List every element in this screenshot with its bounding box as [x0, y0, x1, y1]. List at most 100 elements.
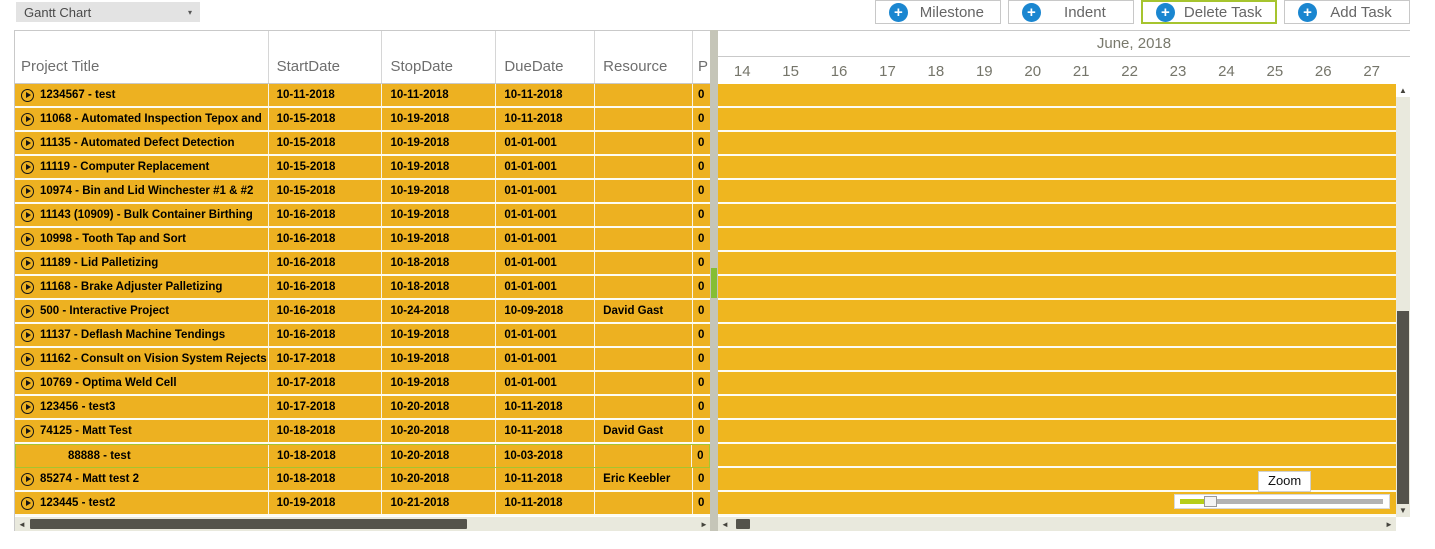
task-stopdate-cell: 10-20-2018 [382, 420, 497, 442]
zoom-slider-thumb[interactable] [1204, 496, 1217, 507]
task-title: 11168 - Brake Adjuster Palletizing [40, 281, 223, 293]
task-duedate-cell: 01-01-001 [496, 276, 596, 298]
task-row[interactable]: 1234567 - test 10-11-2018 10-11-2018 10-… [15, 84, 710, 108]
column-header-startdate[interactable]: StartDate [269, 31, 383, 83]
timeline-horizontal-scrollbar[interactable]: ◄ ► [718, 517, 1396, 531]
task-title-cell: 123456 - test3 [15, 396, 269, 418]
task-row[interactable]: 11135 - Automated Defect Detection 10-15… [15, 132, 710, 156]
expand-icon[interactable] [21, 232, 34, 246]
task-row[interactable]: 88888 - test 10-18-2018 10-20-2018 10-03… [15, 444, 710, 468]
task-progress-cell: 0 [698, 401, 705, 413]
expand-icon[interactable] [21, 424, 34, 438]
timeline-day-label: 17 [879, 62, 896, 80]
scrollbar-thumb[interactable] [736, 519, 750, 529]
task-progress-cell: 0 [698, 497, 705, 509]
toolbar-button-delete-task[interactable]: + Delete Task [1140, 0, 1277, 24]
expand-icon[interactable] [21, 280, 34, 294]
scrollbar-thumb[interactable] [1397, 311, 1409, 504]
task-row[interactable]: 11143 (10909) - Bulk Container Birthing … [15, 204, 710, 228]
task-row[interactable]: 11189 - Lid Palletizing 10-16-2018 10-18… [15, 252, 710, 276]
splitter-handle[interactable] [711, 268, 717, 298]
expand-icon[interactable] [21, 208, 34, 222]
task-row[interactable]: 11119 - Computer Replacement 10-15-2018 … [15, 156, 710, 180]
timeline-row-band [718, 84, 1396, 108]
expand-icon[interactable] [21, 472, 34, 486]
task-title-cell: 10998 - Tooth Tap and Sort [15, 228, 269, 250]
task-row[interactable]: 11168 - Brake Adjuster Palletizing 10-16… [15, 276, 710, 300]
column-header-project-title[interactable]: Project Title [15, 31, 269, 83]
zoom-slider[interactable] [1174, 494, 1390, 509]
task-row[interactable]: 10998 - Tooth Tap and Sort 10-16-2018 10… [15, 228, 710, 252]
scroll-right-icon[interactable]: ► [1385, 519, 1393, 529]
toolbar-button-add-task[interactable]: + Add Task [1284, 0, 1410, 24]
expand-icon[interactable] [21, 352, 34, 366]
task-startdate-cell: 10-16-2018 [269, 324, 383, 346]
scroll-left-icon[interactable]: ◄ [721, 519, 729, 529]
task-resource-cell [595, 132, 694, 154]
task-row[interactable]: 10769 - Optima Weld Cell 10-17-2018 10-1… [15, 372, 710, 396]
task-stopdate-cell: 10-24-2018 [382, 300, 497, 322]
expand-icon[interactable] [21, 328, 34, 342]
expand-icon[interactable] [21, 88, 34, 102]
task-row[interactable]: 11137 - Deflash Machine Tendings 10-16-2… [15, 324, 710, 348]
expand-icon[interactable] [21, 160, 34, 174]
view-selector-dropdown[interactable]: Gantt Chart ▾ [16, 2, 200, 22]
column-header-resource[interactable]: Resource [595, 31, 694, 83]
scroll-left-icon[interactable]: ◄ [18, 519, 26, 529]
expand-icon[interactable] [21, 184, 34, 198]
task-duedate-cell: 01-01-001 [496, 372, 596, 394]
task-startdate-cell: 10-15-2018 [269, 180, 383, 202]
timeline-vertical-scrollbar[interactable]: ▲ ▼ [1396, 84, 1410, 517]
timeline-day-label: 20 [1024, 62, 1042, 80]
expand-icon[interactable] [21, 256, 34, 270]
expand-icon[interactable] [21, 496, 34, 510]
scroll-down-icon[interactable]: ▼ [1399, 506, 1407, 515]
task-resource-cell [595, 84, 694, 106]
expand-icon[interactable] [21, 376, 34, 390]
timeline-day-label: 18 [927, 62, 945, 80]
task-progress-cell: 0 [698, 137, 705, 149]
column-header-stopdate[interactable]: StopDate [382, 31, 497, 83]
expand-icon[interactable] [21, 304, 34, 318]
task-title-cell: 123445 - test2 [15, 492, 269, 514]
toolbar-button-milestone[interactable]: + Milestone [874, 0, 1001, 24]
expand-icon[interactable] [21, 112, 34, 126]
timeline-day-label: 27 [1363, 62, 1381, 80]
task-row[interactable]: 11068 - Automated Inspection Tepox and 1… [15, 108, 710, 132]
scrollbar-thumb[interactable] [30, 519, 467, 529]
scroll-up-icon[interactable]: ▲ [1396, 84, 1410, 97]
expand-icon[interactable] [21, 400, 34, 414]
scroll-right-icon[interactable]: ► [700, 519, 708, 529]
task-duedate-cell: 10-11-2018 [496, 396, 596, 418]
task-row[interactable]: 123445 - test2 10-19-2018 10-21-2018 10-… [15, 492, 710, 516]
task-row[interactable]: 500 - Interactive Project 10-16-2018 10-… [15, 300, 710, 324]
task-row[interactable]: 123456 - test3 10-17-2018 10-20-2018 10-… [15, 396, 710, 420]
task-startdate-cell: 10-18-2018 [269, 445, 383, 467]
task-progress-cell: 0 [697, 450, 704, 462]
task-title: 11162 - Consult on Vision System Rejects [40, 353, 267, 365]
task-row[interactable]: 74125 - Matt Test 10-18-2018 10-20-2018 … [15, 420, 710, 444]
task-progress-cell: 0 [698, 233, 705, 245]
column-header-duedate[interactable]: DueDate [496, 31, 596, 83]
toolbar-button-label: Delete Task [1183, 3, 1262, 21]
task-stopdate-cell: 10-19-2018 [382, 372, 497, 394]
task-stopdate-cell: 10-19-2018 [382, 180, 497, 202]
task-title: 10998 - Tooth Tap and Sort [40, 233, 186, 245]
task-progress-cell: 0 [698, 161, 705, 173]
expand-icon[interactable] [21, 136, 34, 150]
grid-horizontal-scrollbar[interactable]: ◄ ► [15, 517, 711, 531]
task-title: 10769 - Optima Weld Cell [40, 377, 177, 389]
pane-splitter[interactable] [710, 30, 718, 531]
grid-header: Project Title StartDate StopDate DueDate… [15, 30, 710, 84]
task-row[interactable]: 10974 - Bin and Lid Winchester #1 & #2 1… [15, 180, 710, 204]
toolbar-button-indent[interactable]: + Indent [1007, 0, 1134, 24]
zoom-slider-track[interactable] [1217, 499, 1383, 504]
task-row[interactable]: 85274 - Matt test 2 10-18-2018 10-20-201… [15, 468, 710, 492]
task-duedate-cell: 01-01-001 [496, 204, 596, 226]
column-header-progress[interactable]: P [698, 58, 709, 75]
task-row[interactable]: 11162 - Consult on Vision System Rejects… [15, 348, 710, 372]
task-duedate-cell: 01-01-001 [496, 252, 596, 274]
task-duedate-cell: 10-11-2018 [496, 420, 596, 442]
task-startdate-cell: 10-16-2018 [269, 204, 383, 226]
task-stopdate-cell: 10-19-2018 [382, 156, 497, 178]
